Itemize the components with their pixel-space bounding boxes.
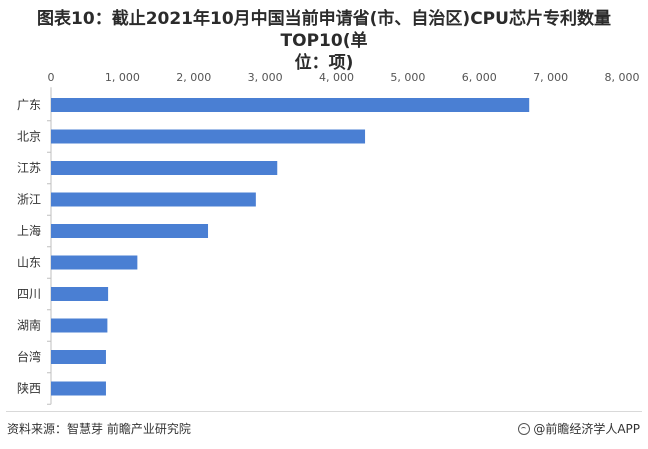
x-tick-label: 6, 000 [462, 71, 497, 84]
category-label: 浙江 [17, 193, 41, 207]
x-tick-label: 0 [48, 71, 55, 84]
brand-logo-icon [518, 422, 531, 435]
bar [51, 161, 278, 175]
bar [51, 224, 209, 238]
bar [51, 318, 108, 333]
bar [51, 381, 106, 396]
bar [51, 192, 256, 207]
category-label: 四川 [17, 287, 41, 301]
y-axis [47, 87, 52, 405]
x-axis: 0 1, 000 2, 000 3, 000 4, 000 5, 000 6, 000 7, … [48, 71, 640, 84]
category-label: 山东 [17, 256, 41, 270]
category-label: 北京 [17, 130, 41, 144]
bar [51, 350, 106, 364]
x-tick-label: 4, 000 [319, 71, 354, 84]
category-label: 台湾 [17, 349, 41, 364]
bar [51, 129, 366, 144]
category-label: 江苏 [17, 161, 41, 175]
chart-title-line2: 位：项) [294, 53, 354, 73]
chart-title: 图表10：截止2021年10月中国当前申请省(市、自治区)CPU芯片专利数量TO… [0, 8, 648, 74]
category-label: 上海 [17, 223, 41, 238]
category-label: 湖南 [17, 318, 41, 333]
x-tick-label: 2, 000 [176, 71, 211, 84]
x-tick-label: 1, 000 [105, 71, 140, 84]
x-tick-label: 3, 000 [248, 71, 283, 84]
bars [51, 98, 530, 396]
x-tick-label: 7, 000 [533, 71, 568, 84]
x-tick-label: 5, 000 [390, 71, 425, 84]
source-note: 资料来源：智慧芽 前瞻产业研究院 [7, 422, 191, 436]
chart-title-line1: 图表10：截止2021年10月中国当前申请省(市、自治区)CPU芯片专利数量TO… [37, 9, 611, 51]
bar [51, 255, 138, 270]
bar [51, 287, 109, 301]
bar [51, 98, 530, 112]
category-label: 陕西 [17, 381, 41, 396]
category-label: 广东 [17, 98, 41, 112]
brand-credit: @前瞻经济学人APP [518, 420, 640, 437]
footer-divider [6, 411, 642, 412]
x-tick-label: 8, 000 [605, 71, 640, 84]
brand-text: @前瞻经济学人APP [533, 422, 640, 436]
